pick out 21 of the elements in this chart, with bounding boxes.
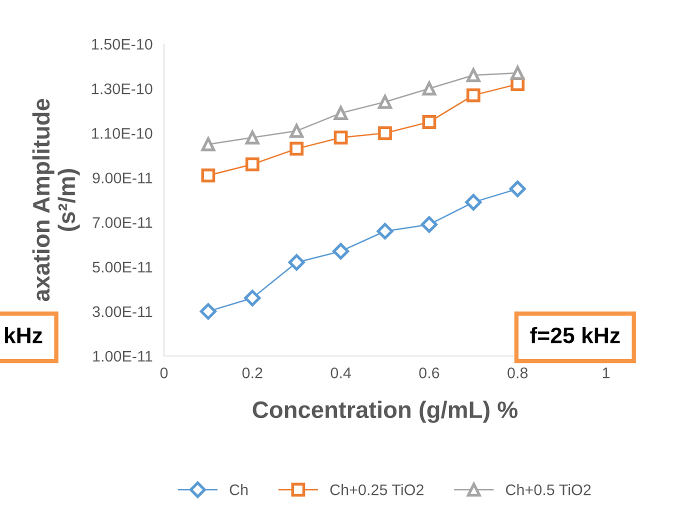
legend-label: Ch xyxy=(230,484,248,496)
y-tick-label: 9.00E-11 xyxy=(92,172,152,184)
x-axis-title: Concentration (g/mL) % xyxy=(252,400,518,423)
x-tick-label: 1 xyxy=(602,368,610,378)
y-tick-label: 5.00E-11 xyxy=(92,262,152,273)
y-tick-label: 1.10E-10 xyxy=(92,128,152,139)
y-tick-label: 1.50E-10 xyxy=(92,38,152,50)
x-tick-label: 0.2 xyxy=(242,368,262,378)
x-tick-label: 0 xyxy=(160,368,168,378)
x-tick-label: 0.6 xyxy=(419,368,440,378)
legend-label: Ch+0.5 TiO2 xyxy=(506,484,591,496)
legend-label: Ch+0.25 TiO2 xyxy=(330,484,424,496)
x-tick-label: 0.4 xyxy=(330,368,351,378)
y-tick-label: 3.00E-11 xyxy=(92,306,152,318)
y-axis-title: axation Amplitude (s²/m) xyxy=(32,98,80,302)
y-tick-label: 7.00E-11 xyxy=(92,217,152,228)
text: kHz xyxy=(4,326,42,344)
y-tick-label: 1.30E-10 xyxy=(92,83,152,94)
x-tick-label: 0.8 xyxy=(508,368,528,378)
y-tick-label: 1.00E-11 xyxy=(93,350,152,362)
annotation: f=25 kHz xyxy=(530,326,620,344)
